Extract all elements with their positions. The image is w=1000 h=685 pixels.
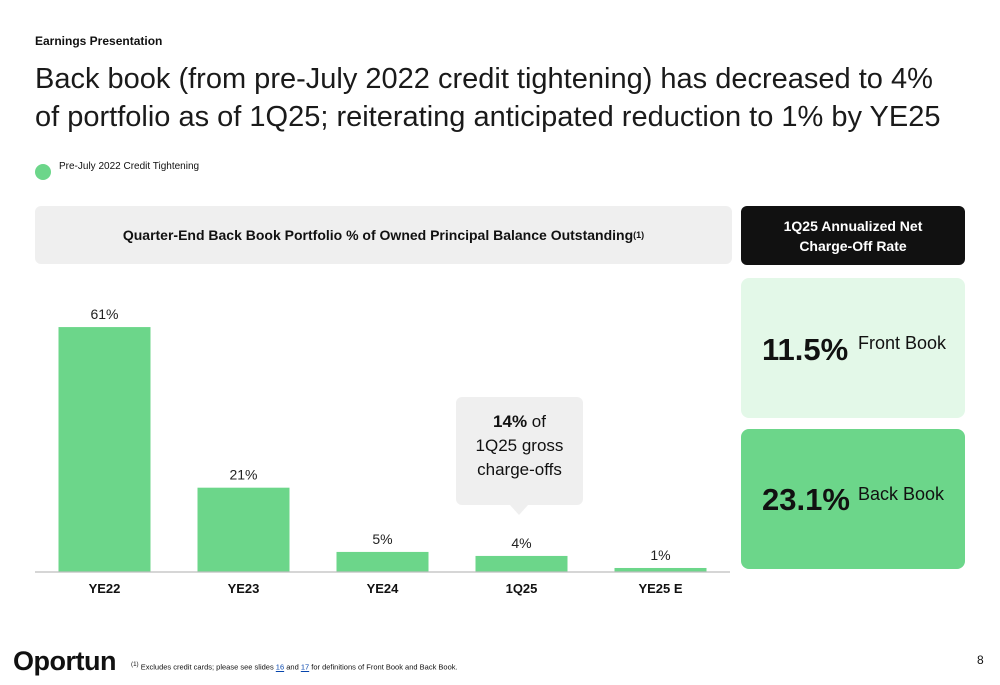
legend-label: Pre-July 2022 Credit Tightening <box>59 161 200 172</box>
data-label: 5% <box>372 531 392 547</box>
slide-17-link[interactable]: 17 <box>300 662 310 672</box>
bar-ye25-e <box>614 567 707 572</box>
bar-ye23 <box>197 487 290 572</box>
front-book-rate: 11.5% <box>762 332 849 367</box>
chart-title: Quarter-End Back Book Portfolio % of Own… <box>122 227 634 243</box>
callout-value: 14% <box>493 412 528 431</box>
callout-text-2: 1Q25 gross <box>475 436 564 455</box>
data-label: 4% <box>511 535 531 551</box>
footnote-text-3: for definitions of Front Book and Back B… <box>309 662 458 672</box>
footnote-text-2: and <box>284 662 301 672</box>
bar-ye22 <box>58 327 151 572</box>
bar-1q25 <box>475 555 568 572</box>
bar-ye24 <box>336 551 429 572</box>
callout-box: 14% of 1Q25 gross charge-offs <box>456 397 583 505</box>
data-label: 1% <box>650 547 670 563</box>
x-tick-label: YE24 <box>367 581 400 596</box>
oportun-logo: Oportun <box>13 646 116 676</box>
chart-title-bar: Quarter-End Back Book Portfolio % of Own… <box>35 206 732 264</box>
legend-swatch <box>35 164 51 180</box>
nco-back-book-card: 23.1% Back Book <box>741 429 965 569</box>
front-book-label: Front Book <box>858 333 947 353</box>
eyebrow-label: Earnings Presentation <box>35 34 163 48</box>
callout-text-3: charge-offs <box>477 460 562 479</box>
back-book-label: Back Book <box>858 484 945 504</box>
data-label: 61% <box>90 306 118 322</box>
page-number: 8 <box>977 653 984 667</box>
x-tick-label: YE23 <box>228 581 260 596</box>
slide-16-link[interactable]: 16 <box>275 662 285 672</box>
x-tick-label: 1Q25 <box>506 581 538 596</box>
x-tick-label: YE22 <box>89 581 121 596</box>
footnote: (1) Excludes credit cards; please see sl… <box>131 661 458 672</box>
legend: Pre-July 2022 Credit Tightening <box>35 160 199 180</box>
nco-header: 1Q25 Annualized Net Charge-Off Rate <box>741 206 965 265</box>
nco-header-line1: 1Q25 Annualized Net <box>783 217 923 234</box>
slide-headline: Back book (from pre-July 2022 credit tig… <box>35 63 941 133</box>
nco-front-book-card: 11.5% Front Book <box>741 278 965 418</box>
x-tick-label: YE25 E <box>638 581 682 596</box>
callout-pointer <box>510 505 528 515</box>
back-book-rate: 23.1% <box>762 482 850 517</box>
footnote-text-1: Excludes credit cards; please see slides <box>138 662 276 672</box>
callout-text-1: of <box>527 412 546 431</box>
footnote-marker: (1) <box>131 661 139 668</box>
chart-title-footnote-ref: (1) <box>633 230 645 240</box>
data-label: 21% <box>229 467 257 483</box>
nco-header-line2: Charge-Off Rate <box>799 237 907 254</box>
